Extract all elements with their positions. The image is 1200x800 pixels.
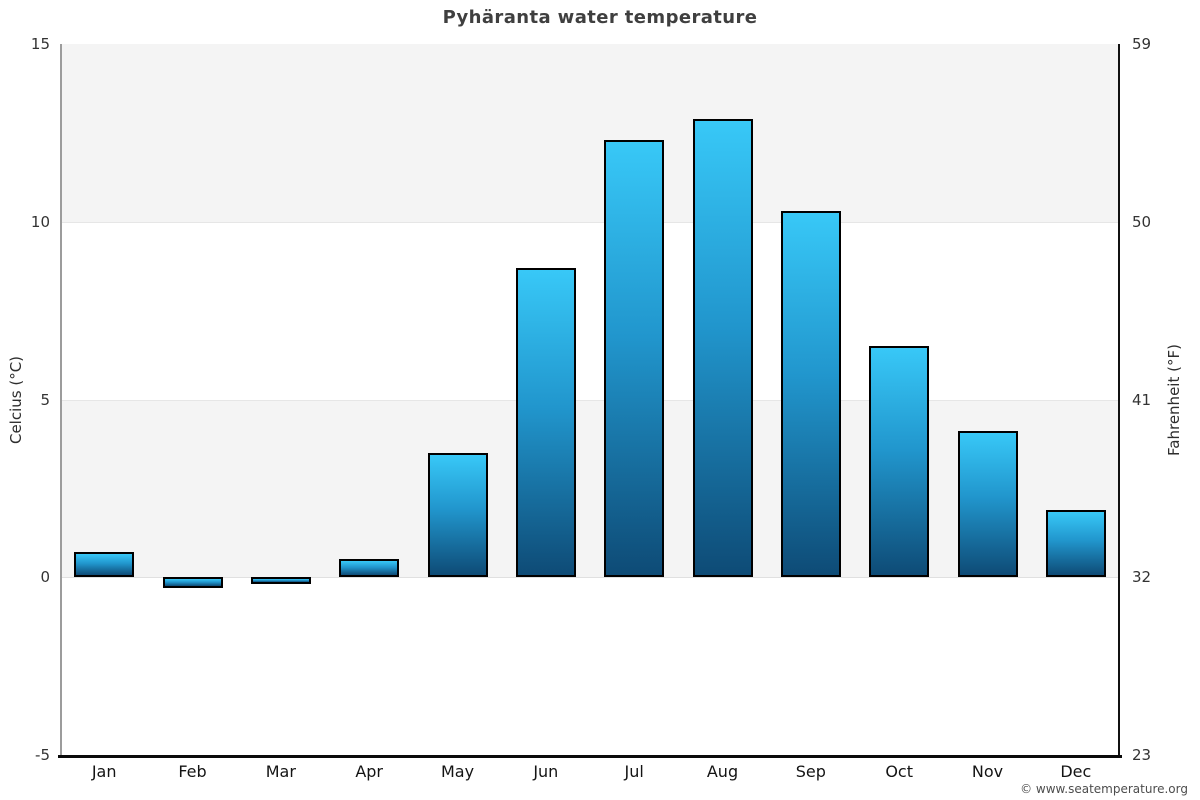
fahrenheit-tick-50: 50 <box>1132 212 1152 231</box>
month-label-dec: Dec <box>1060 762 1092 781</box>
month-label-may: May <box>440 762 475 781</box>
bar-mar <box>250 577 311 585</box>
celsius-tick-15: 15 <box>30 35 50 53</box>
plot-band-shaded <box>60 399 1120 578</box>
fahrenheit-tick-59: 59 <box>1132 35 1152 53</box>
celsius-tick-0: 0 <box>40 568 50 587</box>
bar-feb <box>162 577 223 588</box>
month-label-oct: Oct <box>885 762 913 781</box>
plot-band-plain <box>60 577 1120 755</box>
celsius-tick-10: 10 <box>30 212 50 231</box>
month-label-apr: Apr <box>355 762 383 781</box>
fahrenheit-tick-32: 32 <box>1132 568 1152 587</box>
copyright-credit: © www.seatemperature.org <box>1020 782 1188 796</box>
month-label-feb: Feb <box>178 762 207 781</box>
bar-aug <box>692 118 753 578</box>
fahrenheit-axis-line <box>1118 44 1120 755</box>
bar-sep <box>780 211 841 578</box>
bar-jun <box>515 267 576 578</box>
bar-jul <box>604 139 665 578</box>
bar-jan <box>74 552 135 578</box>
month-label-jul: Jul <box>624 762 644 781</box>
celsius-axis-line <box>60 44 62 755</box>
month-label-sep: Sep <box>795 762 826 781</box>
month-label-jun: Jun <box>533 762 559 781</box>
month-label-mar: Mar <box>265 762 296 781</box>
bar-nov <box>957 431 1018 578</box>
bar-may <box>427 452 488 578</box>
bar-apr <box>339 559 400 578</box>
fahrenheit-tick-41: 41 <box>1132 390 1152 409</box>
month-label-nov: Nov <box>971 762 1004 781</box>
plot-area <box>58 44 1122 758</box>
month-label-aug: Aug <box>706 762 739 781</box>
bar-dec <box>1045 509 1106 578</box>
chart-title: Pyhäranta water temperature <box>442 7 758 28</box>
plot-band-plain <box>60 221 1120 400</box>
celsius-tick-5: 5 <box>40 390 50 409</box>
fahrenheit-tick-23: 23 <box>1132 746 1152 764</box>
celsius-tick--5: -5 <box>35 746 50 764</box>
plot-band-shaded <box>60 44 1120 222</box>
bar-oct <box>869 346 930 578</box>
x-axis-line <box>58 755 1122 758</box>
month-label-jan: Jan <box>91 762 117 781</box>
